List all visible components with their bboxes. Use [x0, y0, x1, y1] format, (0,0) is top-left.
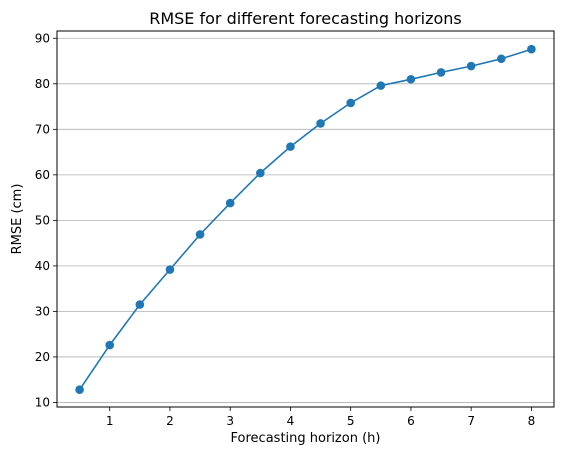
data-point — [135, 300, 145, 309]
data-point — [436, 68, 446, 77]
data-point — [346, 98, 355, 108]
grid — [57, 37, 554, 403]
y-tick-label: 10 — [35, 395, 50, 409]
x-tick-label: 2 — [166, 414, 174, 428]
data-point — [376, 81, 386, 90]
data-point — [286, 142, 295, 151]
y-tick-label: 40 — [35, 259, 50, 273]
x-tick-label: 6 — [407, 414, 415, 428]
data-point — [527, 44, 536, 54]
y-tick-label: 90 — [35, 31, 50, 45]
y-tick-label: 50 — [35, 213, 50, 227]
data-point — [165, 265, 175, 274]
y-tick-label: 20 — [35, 350, 50, 364]
x-tick-label: 8 — [528, 414, 536, 428]
plot-frame — [56, 30, 555, 408]
x-tick-label: 3 — [226, 414, 234, 428]
y-tick-label: 70 — [35, 122, 50, 136]
chart-title: RMSE for different forecasting horizons — [149, 9, 462, 28]
y-axis: 10 20 30 40 50 60 70 80 90 — [35, 31, 57, 409]
x-axis-label: Forecasting horizon (h) — [231, 431, 381, 446]
data-point — [316, 119, 325, 128]
x-tick-label: 7 — [467, 414, 475, 428]
data-point — [225, 198, 235, 208]
x-axis: 1 2 3 4 5 6 7 8 — [106, 407, 535, 428]
series-line — [78, 48, 532, 391]
data-point — [256, 168, 265, 178]
data-point — [406, 74, 416, 84]
x-tick-label: 1 — [106, 414, 114, 428]
y-tick-label: 30 — [35, 304, 50, 318]
data-point — [496, 54, 506, 64]
data-point — [105, 340, 115, 350]
series — [75, 44, 536, 395]
data-point — [75, 385, 84, 395]
x-tick-label: 5 — [347, 414, 355, 428]
data-point — [466, 61, 476, 71]
data-point — [195, 230, 205, 239]
y-tick-label: 80 — [35, 77, 50, 91]
y-axis-label: RMSE (cm) — [10, 184, 25, 255]
y-tick-label: 60 — [35, 168, 50, 182]
x-tick-label: 4 — [287, 414, 295, 428]
